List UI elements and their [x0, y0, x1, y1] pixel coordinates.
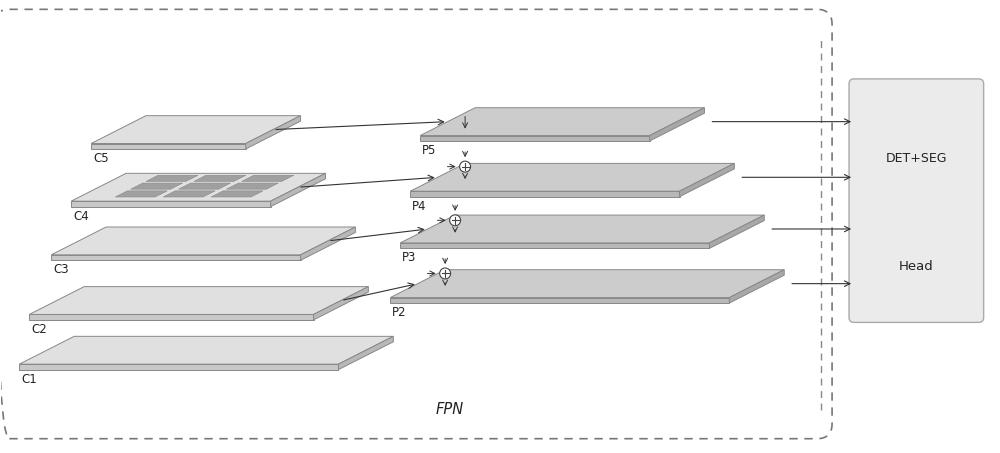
- Polygon shape: [51, 255, 301, 260]
- Polygon shape: [650, 108, 704, 141]
- Text: C2: C2: [31, 323, 47, 336]
- Text: P2: P2: [392, 306, 407, 319]
- Polygon shape: [91, 116, 301, 144]
- Polygon shape: [19, 364, 338, 370]
- Polygon shape: [71, 201, 271, 207]
- Circle shape: [460, 161, 471, 172]
- Polygon shape: [729, 270, 784, 303]
- Polygon shape: [19, 336, 393, 364]
- Polygon shape: [400, 215, 764, 243]
- Polygon shape: [194, 175, 246, 181]
- Text: P5: P5: [422, 144, 437, 157]
- Polygon shape: [271, 173, 325, 207]
- Text: DET+SEG: DET+SEG: [886, 152, 947, 165]
- Polygon shape: [400, 243, 709, 248]
- Polygon shape: [390, 298, 729, 303]
- Text: Head: Head: [899, 260, 934, 273]
- Polygon shape: [211, 191, 263, 197]
- Circle shape: [450, 215, 461, 226]
- Polygon shape: [314, 287, 368, 320]
- Polygon shape: [71, 173, 325, 201]
- Polygon shape: [29, 314, 314, 320]
- Polygon shape: [131, 183, 183, 189]
- Polygon shape: [338, 336, 393, 370]
- Polygon shape: [410, 164, 734, 191]
- Text: C1: C1: [21, 373, 37, 386]
- Polygon shape: [390, 270, 784, 298]
- Polygon shape: [163, 191, 215, 197]
- Polygon shape: [420, 108, 704, 135]
- Text: P4: P4: [412, 200, 427, 212]
- Polygon shape: [115, 191, 167, 197]
- Polygon shape: [242, 175, 294, 181]
- Text: C4: C4: [73, 210, 89, 222]
- Polygon shape: [246, 116, 301, 149]
- Text: C5: C5: [93, 152, 109, 165]
- Text: FPN: FPN: [436, 402, 464, 417]
- Polygon shape: [709, 215, 764, 248]
- Polygon shape: [410, 191, 680, 197]
- Text: P3: P3: [402, 251, 417, 265]
- Polygon shape: [146, 175, 198, 181]
- Polygon shape: [420, 135, 650, 141]
- Polygon shape: [29, 287, 368, 314]
- Polygon shape: [301, 227, 355, 260]
- FancyBboxPatch shape: [849, 79, 984, 323]
- Polygon shape: [91, 144, 246, 149]
- Polygon shape: [226, 183, 278, 189]
- Text: C3: C3: [53, 263, 69, 276]
- Polygon shape: [179, 183, 231, 189]
- Circle shape: [440, 268, 451, 279]
- Polygon shape: [680, 164, 734, 197]
- Polygon shape: [51, 227, 355, 255]
